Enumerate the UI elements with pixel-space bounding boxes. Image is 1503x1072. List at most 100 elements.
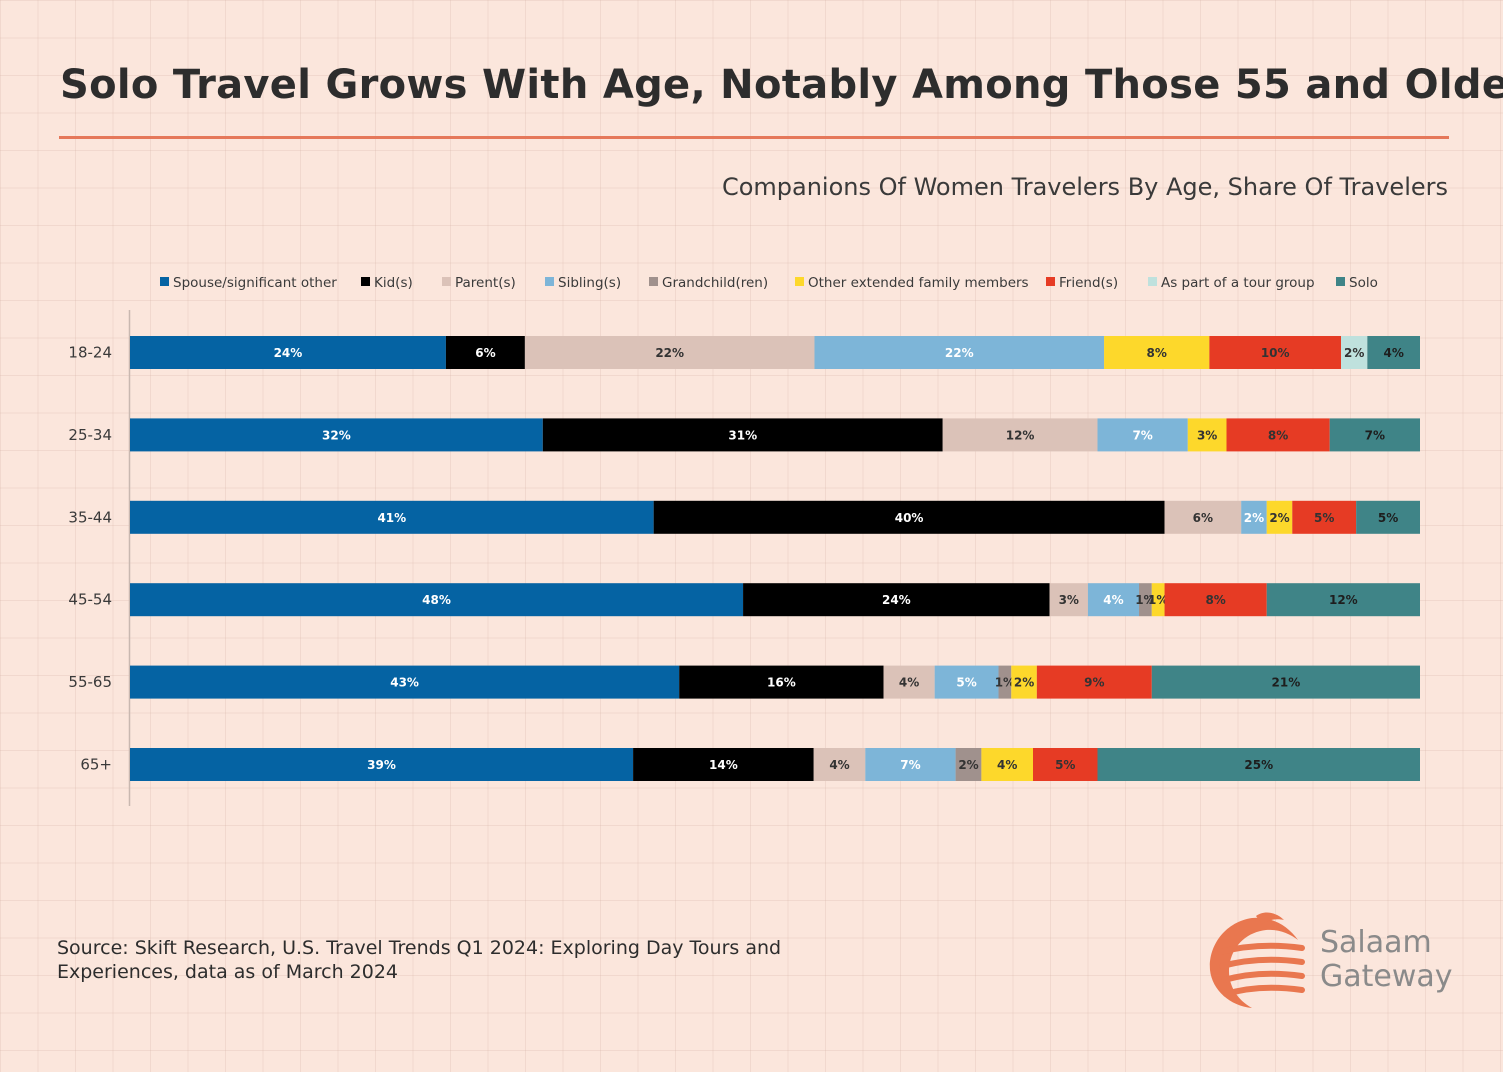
- title-divider: [59, 136, 1449, 139]
- bar-segment-5-5: [981, 748, 1033, 781]
- data-label-1-6: 8%: [1268, 428, 1288, 442]
- bar-segment-3-4: [1139, 583, 1152, 617]
- bar-segment-2-2: [1164, 500, 1242, 534]
- category-label-2: 35-44: [68, 508, 112, 526]
- bar-segment-2-5: [1266, 500, 1293, 534]
- legend-swatch-3: [545, 277, 554, 286]
- data-label-4-1: 16%: [767, 676, 796, 690]
- bar-segment-0-1: [445, 336, 525, 369]
- data-label-0-5: 8%: [1147, 346, 1167, 360]
- data-label-1-8: 7%: [1365, 428, 1385, 442]
- bar-segment-1-3: [1097, 418, 1188, 452]
- logo-stripe-0: [1217, 942, 1305, 955]
- data-label-5-0: 39%: [367, 758, 396, 772]
- bar-segment-4-3: [934, 665, 999, 699]
- bar-segment-1-1: [542, 418, 943, 452]
- data-label-2-5: 2%: [1269, 511, 1289, 525]
- bar-segment-5-6: [1033, 748, 1098, 781]
- data-label-5-4: 2%: [958, 758, 978, 772]
- data-label-0-1: 6%: [475, 346, 495, 360]
- bar-segment-4-6: [1036, 665, 1152, 699]
- legend-swatch-7: [1148, 277, 1157, 286]
- data-label-4-5: 2%: [1014, 676, 1034, 690]
- category-axis: 18-24 25-34 35-44 45-54 55-65 65+: [68, 310, 131, 806]
- brand-wordmark: Salaam Gateway: [1320, 926, 1453, 994]
- bar-segment-1-5: [1187, 418, 1227, 452]
- bar-segment-1-6: [1226, 418, 1330, 452]
- legend-label-8: Solo: [1349, 275, 1378, 291]
- bar-segment-5-4: [955, 748, 982, 781]
- bar-segment-2-0: [130, 500, 654, 534]
- data-label-4-8: 21%: [1272, 676, 1301, 690]
- brand-logo: Salaam Gateway: [1200, 908, 1460, 1018]
- data-label-1-1: 31%: [728, 428, 757, 442]
- bar-segment-4-8: [1151, 665, 1420, 699]
- data-label-3-1: 24%: [882, 593, 911, 607]
- legend-label-5: Other extended family members: [808, 275, 1029, 291]
- bar-segment-2-6: [1292, 500, 1357, 534]
- bar-segment-0-8: [1367, 336, 1420, 369]
- bar-segment-2-3: [1241, 500, 1267, 534]
- data-label-3-6: 8%: [1205, 593, 1225, 607]
- data-label-4-2: 4%: [899, 676, 919, 690]
- legend-label-6: Friend(s): [1059, 275, 1118, 291]
- bar-segment-0-3: [814, 336, 1105, 369]
- data-label-1-3: 7%: [1132, 428, 1152, 442]
- data-label-0-0: 24%: [274, 346, 303, 360]
- legend-label-7: As part of a tour group: [1161, 275, 1315, 291]
- data-label-2-1: 40%: [895, 511, 924, 525]
- brand-line-1: Salaam: [1320, 925, 1432, 960]
- bar-segment-4-5: [1011, 665, 1037, 699]
- bar-segment-5-8: [1097, 748, 1420, 781]
- chart-subtitle: Companions Of Women Travelers By Age, Sh…: [721, 173, 1448, 201]
- data-label-2-2: 6%: [1193, 511, 1213, 525]
- bar-segment-2-1: [653, 500, 1165, 534]
- bar-segment-5-3: [865, 748, 956, 781]
- category-label-1: 25-34: [68, 426, 112, 444]
- bar-segment-0-6: [1209, 336, 1342, 369]
- data-label-4-6: 9%: [1084, 676, 1104, 690]
- data-label-2-8: 5%: [1378, 511, 1398, 525]
- legend-label-1: Kid(s): [374, 275, 413, 291]
- logo-head: [1256, 912, 1284, 924]
- data-label-0-7: 2%: [1344, 346, 1364, 360]
- category-label-4: 55-65: [68, 673, 112, 691]
- data-label-3-8: 12%: [1329, 593, 1358, 607]
- category-label-0: 18-24: [68, 344, 112, 362]
- logo-stripe-1: [1219, 956, 1305, 969]
- category-label-3: 45-54: [68, 591, 112, 609]
- bar-segment-3-5: [1151, 583, 1165, 617]
- bar-segment-2-8: [1356, 500, 1420, 534]
- data-label-3-0: 48%: [422, 593, 451, 607]
- bar-segment-4-4: [998, 665, 1012, 699]
- legend-swatch-4: [649, 277, 658, 286]
- bar-segment-3-8: [1266, 583, 1420, 617]
- bar-segment-4-1: [679, 665, 884, 699]
- legend-swatch-8: [1336, 277, 1345, 286]
- bar-segment-1-2: [942, 418, 1098, 452]
- data-label-5-3: 7%: [900, 758, 920, 772]
- chart-title: Solo Travel Grows With Age, Notably Amon…: [60, 62, 1503, 108]
- bar-segment-5-2: [813, 748, 866, 781]
- data-label-5-6: 5%: [1055, 758, 1075, 772]
- bar-segment-5-1: [633, 748, 814, 781]
- data-label-1-0: 32%: [322, 428, 351, 442]
- data-label-5-5: 4%: [997, 758, 1017, 772]
- bar-segment-0-7: [1341, 336, 1368, 369]
- legend-label-0: Spouse/significant other: [173, 275, 337, 291]
- logo-crest: [1209, 917, 1298, 1008]
- data-label-0-6: 10%: [1261, 346, 1290, 360]
- data-label-5-8: 25%: [1244, 758, 1273, 772]
- data-label-3-2: 3%: [1059, 593, 1079, 607]
- bar-segment-0-2: [524, 336, 815, 369]
- legend-swatch-5: [795, 277, 804, 286]
- bar-segment-3-3: [1087, 583, 1140, 617]
- data-label-0-2: 22%: [655, 346, 684, 360]
- bar-segment-5-0: [130, 748, 634, 781]
- legend-swatch-2: [442, 277, 451, 286]
- data-label-4-4: 1%: [995, 676, 1015, 690]
- brand-eagle-icon: [1209, 912, 1305, 1008]
- legend-label-3: Sibling(s): [558, 275, 621, 291]
- legend-swatch-0: [160, 277, 169, 286]
